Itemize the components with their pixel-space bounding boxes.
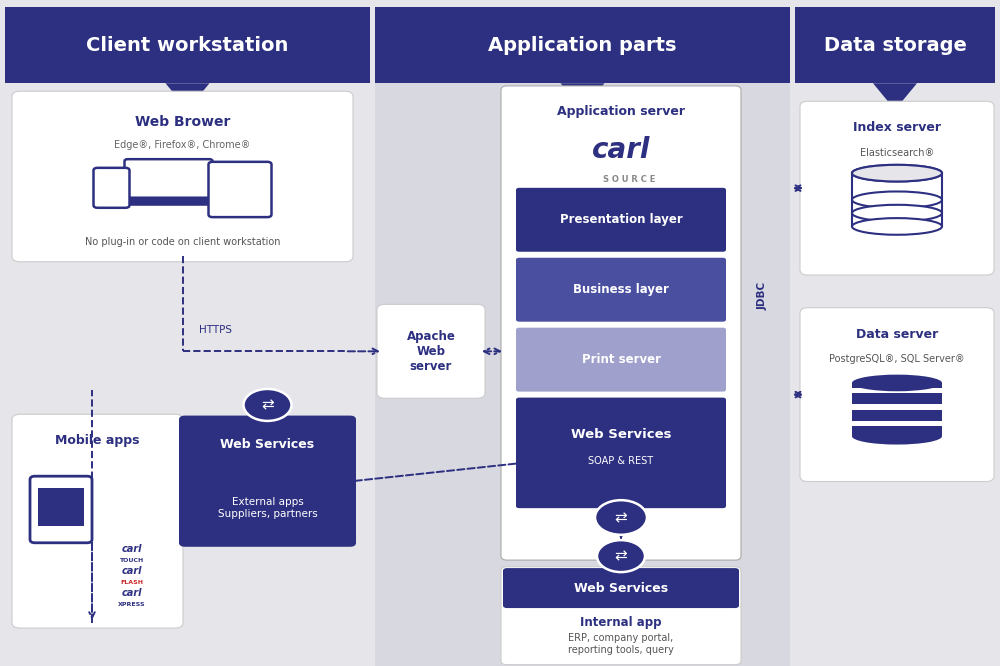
Ellipse shape [852,165,942,182]
Text: FLASH: FLASH [120,579,143,585]
Text: Data server: Data server [856,328,938,341]
Bar [375,83,790,666]
Text: Mobile apps: Mobile apps [55,434,140,448]
Text: ⇄: ⇄ [615,549,627,563]
Ellipse shape [852,165,942,182]
Text: Web Brower: Web Brower [135,115,230,129]
Text: Edge®, Firefox®, Chrome®: Edge®, Firefox®, Chrome® [114,140,251,150]
Text: API / HTTPS: API / HTTPS [74,474,82,525]
Polygon shape [166,83,210,110]
Text: External apps
Suppliers, partners: External apps Suppliers, partners [218,498,317,519]
Ellipse shape [852,205,942,222]
Text: SOAP & REST: SOAP & REST [588,456,654,466]
FancyBboxPatch shape [208,162,271,217]
Text: carl: carl [592,136,650,164]
Text: Elasticsearch®: Elasticsearch® [860,148,934,158]
Text: Web Services: Web Services [220,438,315,452]
Ellipse shape [852,218,942,235]
Bar [795,83,995,666]
Text: Client workstation: Client workstation [86,36,289,55]
Bar [375,7,790,83]
FancyBboxPatch shape [501,86,741,560]
Text: ⇄: ⇄ [261,398,274,412]
Bar [852,421,942,426]
Text: Index server: Index server [853,121,941,135]
Ellipse shape [852,428,942,445]
FancyBboxPatch shape [124,159,213,202]
Text: Apache
Web
server: Apache Web server [407,330,455,373]
FancyBboxPatch shape [94,168,130,208]
Text: ⇄: ⇄ [615,510,627,525]
Text: JDBC: JDBC [758,282,768,310]
Bar [852,388,942,393]
FancyBboxPatch shape [30,476,92,543]
Bar [795,7,995,83]
Text: Web Services: Web Services [571,428,671,441]
Bar [852,383,942,436]
Text: PostgreSQL®, SQL Server®: PostgreSQL®, SQL Server® [829,354,965,364]
FancyBboxPatch shape [12,414,183,628]
Polygon shape [560,83,604,110]
FancyBboxPatch shape [516,398,726,508]
Bar [852,173,942,226]
Text: Print server: Print server [582,353,660,366]
Text: S O U R C E: S O U R C E [603,175,655,184]
Text: Web Services: Web Services [574,581,668,595]
FancyBboxPatch shape [12,91,353,262]
FancyBboxPatch shape [120,196,218,206]
Bar [38,488,84,526]
FancyBboxPatch shape [800,308,994,482]
Text: XPRESS: XPRESS [118,601,145,607]
Text: carl: carl [121,544,142,555]
FancyBboxPatch shape [377,304,485,398]
Polygon shape [873,83,917,110]
Text: HTTPS: HTTPS [198,325,232,335]
FancyBboxPatch shape [516,328,726,392]
FancyBboxPatch shape [501,567,741,665]
Text: Presentation layer: Presentation layer [560,213,682,226]
Circle shape [244,389,292,421]
Text: ERP, company portal,
reporting tools, query: ERP, company portal, reporting tools, qu… [568,633,674,655]
Text: carl: carl [121,566,142,577]
Text: Internal app: Internal app [580,616,662,629]
FancyBboxPatch shape [503,568,739,608]
Bar [852,404,942,410]
FancyBboxPatch shape [516,258,726,322]
FancyBboxPatch shape [179,416,356,547]
FancyBboxPatch shape [800,101,994,275]
Text: Application parts: Application parts [488,36,677,55]
Ellipse shape [852,374,942,391]
Bar [5,83,370,666]
Circle shape [595,500,647,535]
Text: No plug-in or code on client workstation: No plug-in or code on client workstation [85,236,280,247]
Bar [5,7,370,83]
Text: Application server: Application server [557,105,685,118]
Text: carl: carl [121,588,142,599]
Ellipse shape [852,192,942,208]
Text: Business layer: Business layer [573,283,669,296]
FancyBboxPatch shape [516,188,726,252]
Circle shape [597,540,645,572]
Text: TOUCH: TOUCH [119,557,144,563]
Text: Data storage: Data storage [824,36,966,55]
